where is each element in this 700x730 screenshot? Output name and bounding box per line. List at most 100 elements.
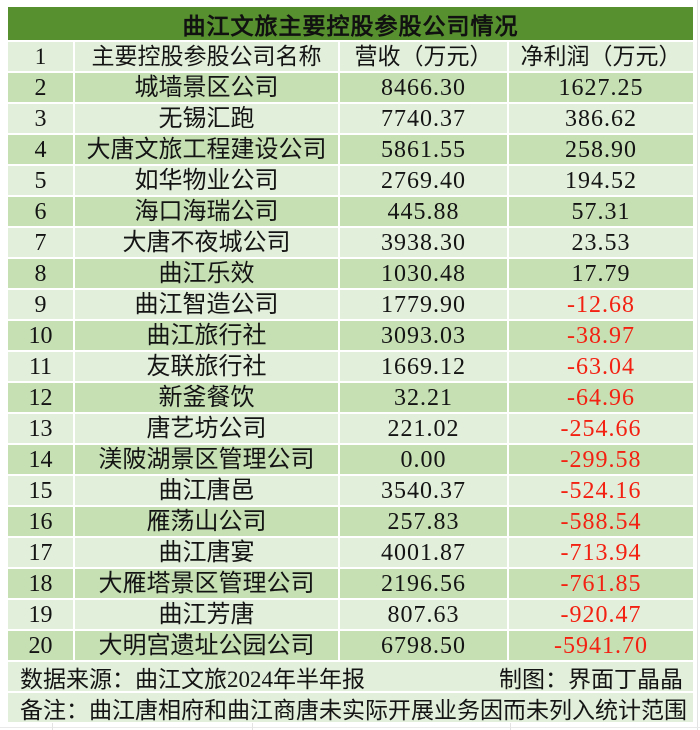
row-index-cell: 7 [8, 228, 73, 257]
revenue-cell: 8466.30 [340, 73, 507, 102]
gridline [252, 723, 253, 730]
profit-cell: -63.04 [509, 352, 693, 381]
profit-cell: 1627.25 [509, 73, 693, 102]
table-row: 10 曲江旅行社 3093.03 -38.97 [8, 321, 693, 350]
company-name-cell: 大雁塔景区管理公司 [75, 569, 338, 598]
row-index-cell: 3 [8, 104, 73, 133]
profit-cell: -64.96 [509, 383, 693, 412]
company-name-cell: 海口海瑞公司 [75, 197, 338, 226]
revenue-cell: 3938.30 [340, 228, 507, 257]
profit-cell: -12.68 [509, 290, 693, 319]
table-row: 17 曲江唐宴 4001.87 -713.94 [8, 538, 693, 567]
header-profit-cell: 净利润（万元） [509, 42, 693, 71]
row-index-cell: 2 [8, 73, 73, 102]
profit-cell: -38.97 [509, 321, 693, 350]
profit-cell: 17.79 [509, 259, 693, 288]
company-name-cell: 友联旅行社 [75, 352, 338, 381]
profit-cell: 57.31 [509, 197, 693, 226]
profit-cell: -588.54 [509, 507, 693, 536]
profit-cell: -299.58 [509, 445, 693, 474]
revenue-cell: 257.83 [340, 507, 507, 536]
profit-cell: -254.66 [509, 414, 693, 443]
revenue-cell: 7740.37 [340, 104, 507, 133]
table-row: 19 曲江芳唐 807.63 -920.47 [8, 600, 693, 629]
row-index-cell: 6 [8, 197, 73, 226]
row-index-cell: 12 [8, 383, 73, 412]
header-revenue-cell: 营收（万元） [340, 42, 507, 71]
profit-cell: 23.53 [509, 228, 693, 257]
revenue-cell: 221.02 [340, 414, 507, 443]
row-index-cell: 16 [8, 507, 73, 536]
table-rows: 2 城墙景区公司 8466.30 1627.25 3 无锡汇跑 7740.37 … [8, 73, 693, 660]
company-name-cell: 新釜餐饮 [75, 383, 338, 412]
table-row: 14 渼陂湖景区管理公司 0.00 -299.58 [8, 445, 693, 474]
source-row: 数据来源：曲江文旅2024年半年报 制图：界面丁晶晶 [8, 662, 693, 691]
revenue-cell: 2769.40 [340, 166, 507, 195]
company-name-cell: 曲江唐邑 [75, 476, 338, 505]
revenue-cell: 32.21 [340, 383, 507, 412]
revenue-cell: 3093.03 [340, 321, 507, 350]
data-source-label: 数据来源：曲江文旅2024年半年报 [20, 666, 365, 692]
company-name-cell: 城墙景区公司 [75, 73, 338, 102]
profit-cell: -761.85 [509, 569, 693, 598]
company-name-cell: 无锡汇跑 [75, 104, 338, 133]
revenue-cell: 6798.50 [340, 631, 507, 660]
table-row: 12 新釜餐饮 32.21 -64.96 [8, 383, 693, 412]
row-index-cell: 5 [8, 166, 73, 195]
row-index-cell: 19 [8, 600, 73, 629]
table-row: 18 大雁塔景区管理公司 2196.56 -761.85 [8, 569, 693, 598]
table-row: 3 无锡汇跑 7740.37 386.62 [8, 104, 693, 133]
company-name-cell: 如华物业公司 [75, 166, 338, 195]
profit-cell: -524.16 [509, 476, 693, 505]
company-name-cell: 曲江旅行社 [75, 321, 338, 350]
revenue-cell: 1669.12 [340, 352, 507, 381]
header-row: 1 主要控股参股公司名称 营收（万元） 净利润（万元） [8, 42, 693, 71]
credit-label: 制图：界面丁晶晶 [499, 666, 683, 692]
row-index-cell: 14 [8, 445, 73, 474]
table-row: 8 曲江乐效 1030.48 17.79 [8, 259, 693, 288]
company-name-cell: 曲江乐效 [75, 259, 338, 288]
revenue-cell: 1030.48 [340, 259, 507, 288]
company-name-cell: 唐艺坊公司 [75, 414, 338, 443]
company-name-cell: 渼陂湖景区管理公司 [75, 445, 338, 474]
revenue-cell: 445.88 [340, 197, 507, 226]
table-row: 11 友联旅行社 1669.12 -63.04 [8, 352, 693, 381]
company-name-cell: 大唐文旅工程建设公司 [75, 135, 338, 164]
revenue-cell: 5861.55 [340, 135, 507, 164]
revenue-cell: 2196.56 [340, 569, 507, 598]
table-row: 4 大唐文旅工程建设公司 5861.55 258.90 [8, 135, 693, 164]
row-index-cell: 13 [8, 414, 73, 443]
row-index-cell: 20 [8, 631, 73, 660]
header-index-cell: 1 [8, 42, 73, 71]
table-row: 6 海口海瑞公司 445.88 57.31 [8, 197, 693, 226]
gridline [52, 723, 53, 730]
company-name-cell: 曲江唐宴 [75, 538, 338, 567]
table-row: 7 大唐不夜城公司 3938.30 23.53 [8, 228, 693, 257]
row-index-cell: 8 [8, 259, 73, 288]
company-name-cell: 曲江芳唐 [75, 600, 338, 629]
revenue-cell: 3540.37 [340, 476, 507, 505]
gridline [697, 0, 698, 730]
row-index-cell: 17 [8, 538, 73, 567]
revenue-cell: 807.63 [340, 600, 507, 629]
header-name-cell: 主要控股参股公司名称 [75, 42, 338, 71]
note-row: 备注：曲江唐相府和曲江商唐未实际开展业务因而未列入统计范围 [8, 693, 693, 722]
company-name-cell: 大明宫遗址公园公司 [75, 631, 338, 660]
company-name-cell: 曲江智造公司 [75, 290, 338, 319]
company-name-cell: 雁荡山公司 [75, 507, 338, 536]
company-table: 曲江文旅主要控股参股公司情况 1 主要控股参股公司名称 营收（万元） 净利润（万… [8, 7, 693, 724]
table-row: 16 雁荡山公司 257.83 -588.54 [8, 507, 693, 536]
row-index-cell: 18 [8, 569, 73, 598]
table-row: 15 曲江唐邑 3540.37 -524.16 [8, 476, 693, 505]
table-title: 曲江文旅主要控股参股公司情况 [8, 7, 693, 40]
revenue-cell: 1779.90 [340, 290, 507, 319]
note-label: 备注：曲江唐相府和曲江商唐未实际开展业务因而未列入统计范围 [20, 697, 687, 723]
company-name-cell: 大唐不夜城公司 [75, 228, 338, 257]
revenue-cell: 0.00 [340, 445, 507, 474]
table-row: 20 大明宫遗址公园公司 6798.50 -5941.70 [8, 631, 693, 660]
profit-cell: -5941.70 [509, 631, 693, 660]
revenue-cell: 4001.87 [340, 538, 507, 567]
row-index-cell: 11 [8, 352, 73, 381]
row-index-cell: 15 [8, 476, 73, 505]
